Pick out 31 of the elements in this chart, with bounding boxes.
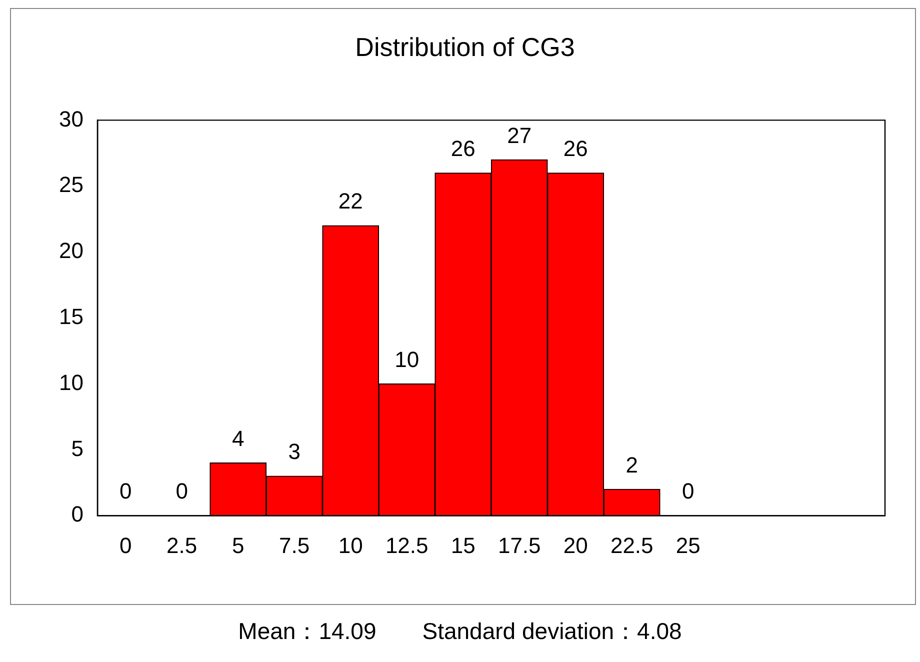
y-tick-label: 25	[58, 172, 84, 198]
x-tick-label: 5	[232, 532, 244, 558]
x-tick-label: 25	[676, 532, 700, 558]
text: Mean：14.09 Standard deviation：4.08	[237, 617, 683, 646]
y-tick-label: 30	[58, 106, 84, 132]
data-label: 3	[288, 439, 300, 464]
x-tick-label: 17.5	[498, 532, 541, 558]
data-label: 0	[176, 478, 188, 504]
x-tick-label: 2.5	[166, 532, 198, 558]
x-tick-label: 20	[563, 532, 588, 558]
y-tick-label: 20	[58, 238, 84, 264]
x-tick-label: 10	[338, 532, 363, 558]
y-tick-label: 10	[58, 370, 84, 395]
data-label: 0	[682, 478, 694, 504]
data-label: 27	[507, 122, 532, 148]
x-tick-label: 7.5	[279, 532, 310, 558]
x-tick-label: 0	[119, 532, 132, 558]
y-tick-label: 5	[71, 436, 84, 461]
y-tick-label: 0	[71, 502, 84, 527]
data-label: 0	[119, 478, 132, 504]
data-label: 26	[450, 136, 476, 161]
chart-title: Distribution of CG3	[355, 32, 575, 62]
x-tick-label: 22.5	[610, 532, 654, 558]
x-tick-label: 12.5	[385, 532, 428, 558]
data-label: 22	[338, 188, 363, 214]
data-label: 10	[394, 346, 420, 372]
x-tick-label: 15	[450, 532, 476, 558]
data-label: 2	[626, 452, 638, 478]
data-label: 4	[232, 426, 244, 451]
y-tick-label: 15	[58, 304, 84, 329]
data-label: 26	[563, 136, 588, 161]
